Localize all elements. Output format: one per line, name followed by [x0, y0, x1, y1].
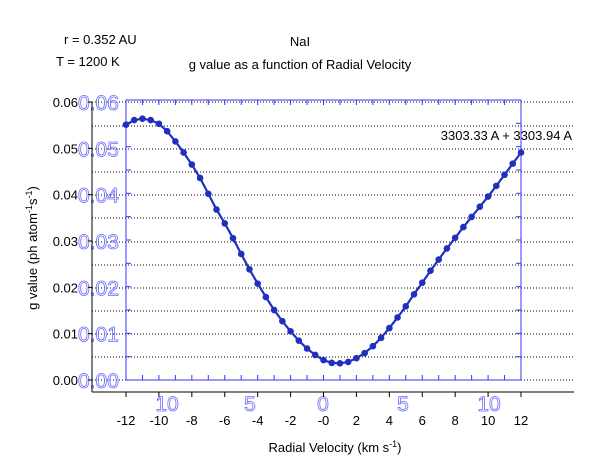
x-tick-label: 10 [481, 413, 495, 428]
data-point [501, 171, 508, 179]
data-point [361, 349, 368, 357]
x-tick-label: -12 [117, 413, 136, 428]
inner-x-tick-label: 5 [397, 393, 409, 416]
x-tick-label: -2 [285, 413, 297, 428]
data-point [213, 206, 220, 213]
y-tick-label: 0.04 [53, 188, 78, 203]
data-point [295, 337, 303, 344]
data-point [460, 223, 467, 231]
data-point [394, 314, 401, 321]
y-tick-label: 0.01 [53, 327, 78, 342]
data-point [320, 356, 327, 364]
inner-x-tick-label: 5 [244, 393, 256, 416]
species-label: NaI [290, 34, 310, 49]
inner-y-tick-label: 0.06 [78, 92, 119, 115]
inner-y-tick-label: 0.04 [78, 185, 119, 208]
data-point [229, 234, 237, 242]
y-axis-title: g value (ph atom-1s-1) [24, 186, 40, 310]
y-tick-label: 0.05 [53, 141, 78, 156]
data-point [517, 149, 525, 156]
inner-tick-labels: 0.00 0.01 0.02 0.03 0.04 0.05 0.06 10 5 0 5 10 [78, 92, 501, 417]
data-point [246, 265, 253, 273]
y-tick-label: 0.02 [53, 280, 78, 295]
data-point [130, 116, 138, 124]
data-point [172, 138, 179, 145]
data-point [180, 149, 187, 156]
data-point [204, 190, 212, 198]
data-point [287, 328, 294, 335]
data-point [377, 334, 385, 342]
outer-axes: 0.00 0.01 0.02 0.03 0.04 0.05 0.06 -12 -10 -8 -6 -4… [53, 95, 574, 428]
grid-lines [92, 101, 574, 381]
data-point [344, 358, 352, 366]
x-tick-label: 8 [452, 413, 459, 428]
x-axis-title: Radial Velocity (km s-1) [268, 439, 401, 455]
y-tick-label: 0.00 [53, 373, 78, 388]
data-point [188, 161, 196, 168]
data-point [418, 279, 426, 287]
data-point [451, 234, 459, 242]
inner-y-tick-label: 0.02 [78, 277, 119, 300]
inner-plot-frame [125, 99, 522, 381]
temperature-label: T = 1200 K [56, 54, 120, 69]
data-point [336, 360, 344, 367]
radius-label: r = 0.352 AU [64, 32, 137, 47]
data-point [410, 290, 418, 298]
data-point [139, 115, 146, 122]
inner-y-tick-label: 0.01 [78, 324, 119, 347]
data-point [369, 342, 377, 350]
data-point [509, 160, 517, 167]
data-point [147, 116, 154, 124]
data-point [443, 245, 451, 252]
x-tick-label: -4 [252, 413, 264, 428]
data-point [221, 220, 229, 227]
data-point [279, 317, 286, 325]
data-point [254, 280, 261, 287]
data-point [484, 193, 492, 200]
data-point [476, 203, 484, 211]
data-point [270, 306, 278, 314]
data-point [262, 293, 270, 301]
inner-x-tick-label: 10 [477, 393, 500, 416]
data-point [468, 213, 475, 221]
data-point [328, 359, 336, 367]
x-tick-label: -8 [186, 413, 198, 428]
wavelength-annotation: 3303.33 A + 3303.94 A [441, 128, 573, 143]
data-point [196, 174, 204, 182]
data-point [402, 303, 410, 310]
data-point [386, 324, 393, 332]
x-tick-label: 6 [419, 413, 426, 428]
x-tick-label: -10 [150, 413, 169, 428]
inner-x-tick-label: 10 [155, 393, 178, 416]
series-line [125, 117, 522, 365]
x-tick-label: 12 [514, 413, 528, 428]
x-tick-label: -6 [219, 413, 231, 428]
inner-y-tick-label: 0.00 [78, 370, 119, 393]
data-point [122, 121, 130, 129]
x-tick-label: 2 [353, 413, 360, 428]
data-point [163, 127, 171, 135]
data-point [353, 354, 360, 362]
data-point [311, 351, 319, 359]
x-tick-label: 4 [386, 413, 393, 428]
x-tick-label: -0 [318, 413, 330, 428]
inner-y-tick-label: 0.03 [78, 231, 119, 254]
data-point [155, 120, 163, 128]
data-point [493, 182, 500, 190]
y-tick-label: 0.06 [53, 95, 78, 110]
inner-y-tick-label: 0.05 [78, 138, 119, 161]
inner-x-tick-label: 0 [317, 393, 329, 416]
data-point [303, 345, 311, 352]
data-point [237, 250, 245, 258]
data-point [435, 256, 443, 263]
series-line-group [122, 115, 525, 367]
data-point [427, 267, 434, 274]
chart-title: g value as a function of Radial Velocity [189, 57, 412, 72]
y-tick-label: 0.03 [53, 234, 78, 249]
